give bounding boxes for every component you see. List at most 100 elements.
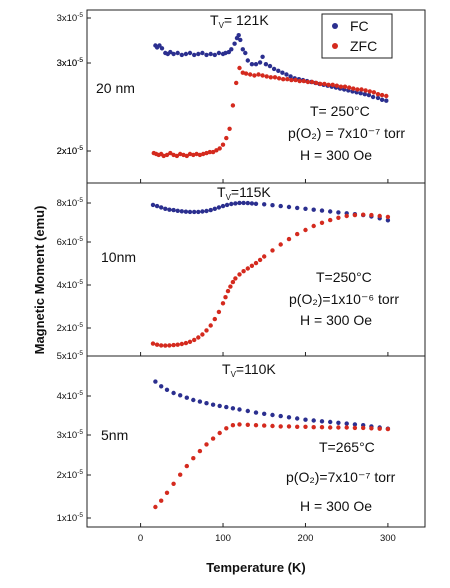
data-point-zfc: [347, 85, 352, 90]
data-point-fc: [171, 51, 176, 57]
data-point-fc: [271, 66, 277, 72]
data-point-fc: [280, 70, 285, 75]
data-point-zfc: [223, 295, 228, 300]
data-point-fc: [384, 98, 389, 103]
data-point-fc: [288, 74, 293, 79]
data-point-fc: [366, 92, 372, 98]
data-point-zfc: [285, 77, 290, 82]
data-point-fc: [249, 61, 255, 67]
legend-box: [321, 13, 393, 59]
data-point-zfc: [322, 81, 327, 87]
data-point-fc: [175, 50, 180, 56]
data-point-fc: [204, 52, 209, 58]
data-point-fc: [191, 397, 196, 403]
data-point-fc: [192, 52, 197, 58]
data-point-zfc: [328, 217, 333, 223]
condition-label: T=250°C: [316, 269, 372, 285]
data-point-zfc: [201, 151, 206, 157]
data-point-zfc: [153, 504, 158, 510]
data-point-zfc: [210, 149, 216, 155]
data-point-zfc: [303, 424, 308, 429]
x-tick-label: 300: [380, 533, 396, 544]
data-point-zfc: [286, 236, 292, 242]
condition-label: p(O₂)=1x10⁻⁶ torr: [289, 291, 399, 307]
condition-label: T= 250°C: [310, 103, 370, 119]
data-point-zfc: [371, 90, 377, 95]
data-point-zfc: [301, 78, 306, 84]
data-point-fc: [196, 51, 201, 57]
data-point-fc: [243, 50, 248, 56]
data-point-fc: [208, 207, 213, 213]
data-point-fc: [328, 419, 333, 425]
data-point-zfc: [351, 86, 356, 91]
data-point-fc: [253, 410, 259, 415]
y-tick-label: 2x10-5: [57, 469, 84, 481]
data-point-zfc: [191, 152, 196, 158]
data-point-fc: [237, 407, 242, 412]
data-point-fc: [159, 384, 164, 389]
data-point-zfc: [194, 151, 199, 157]
data-point-zfc: [270, 248, 275, 253]
data-point-zfc: [297, 78, 302, 84]
data-point-fc: [224, 202, 230, 208]
data-point-fc: [229, 47, 234, 52]
data-point-fc: [167, 207, 172, 212]
data-point-fc: [257, 60, 263, 65]
data-point-zfc: [272, 75, 278, 80]
data-point-zfc: [248, 72, 253, 77]
data-point-zfc: [355, 87, 360, 92]
legend-marker-zfc: [332, 43, 338, 49]
data-point-fc: [171, 390, 176, 396]
data-point-zfc: [369, 426, 374, 431]
data-point-fc: [159, 46, 165, 51]
y-tick-label: 5x10-5: [57, 350, 84, 362]
condition-label: T=265°C: [319, 439, 375, 455]
data-point-fc: [245, 58, 250, 63]
data-point-fc: [178, 393, 183, 398]
legend-label-zfc: ZFC: [350, 38, 377, 54]
data-point-fc: [278, 413, 283, 419]
data-point-zfc: [309, 79, 315, 85]
data-point-fc: [262, 411, 267, 416]
data-point-fc: [187, 50, 193, 56]
data-point-zfc: [227, 126, 232, 131]
y-tick-label: 3x10-5: [57, 57, 84, 69]
data-point-zfc: [154, 342, 160, 347]
data-point-fc: [220, 203, 226, 209]
data-point-zfc: [243, 71, 249, 76]
data-point-zfc: [216, 309, 222, 315]
data-point-zfc: [344, 425, 349, 430]
series-fc: [150, 200, 391, 223]
data-point-fc: [233, 201, 238, 206]
data-point-fc: [336, 210, 341, 215]
data-point-fc: [295, 416, 300, 421]
data-point-zfc: [289, 77, 294, 83]
data-point-zfc: [240, 70, 245, 75]
data-point-fc: [362, 92, 367, 97]
data-point-zfc: [268, 75, 273, 80]
sample-label: 5nm: [101, 427, 128, 443]
data-point-fc: [224, 404, 229, 410]
x-tick-label: 100: [215, 533, 231, 544]
data-point-zfc: [319, 425, 325, 430]
data-point-zfc: [183, 340, 189, 346]
data-point-zfc: [178, 472, 183, 477]
data-point-zfc: [159, 498, 164, 503]
data-point-zfc: [293, 77, 298, 83]
data-point-fc: [200, 50, 205, 56]
data-point-fc: [208, 51, 213, 57]
data-point-zfc: [207, 149, 212, 155]
data-point-zfc: [167, 343, 172, 348]
data-point-zfc: [338, 84, 344, 89]
data-point-fc: [153, 379, 158, 384]
data-point-zfc: [197, 448, 203, 454]
data-point-zfc: [311, 425, 316, 430]
data-point-zfc: [334, 83, 339, 88]
data-point-zfc: [281, 77, 286, 82]
data-point-zfc: [187, 339, 193, 344]
data-point-zfc: [178, 151, 183, 157]
data-point-fc: [197, 399, 203, 404]
data-point-fc: [262, 202, 267, 207]
data-point-fc: [249, 201, 255, 206]
